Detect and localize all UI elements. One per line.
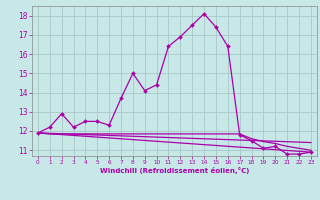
X-axis label: Windchill (Refroidissement éolien,°C): Windchill (Refroidissement éolien,°C) [100,167,249,174]
